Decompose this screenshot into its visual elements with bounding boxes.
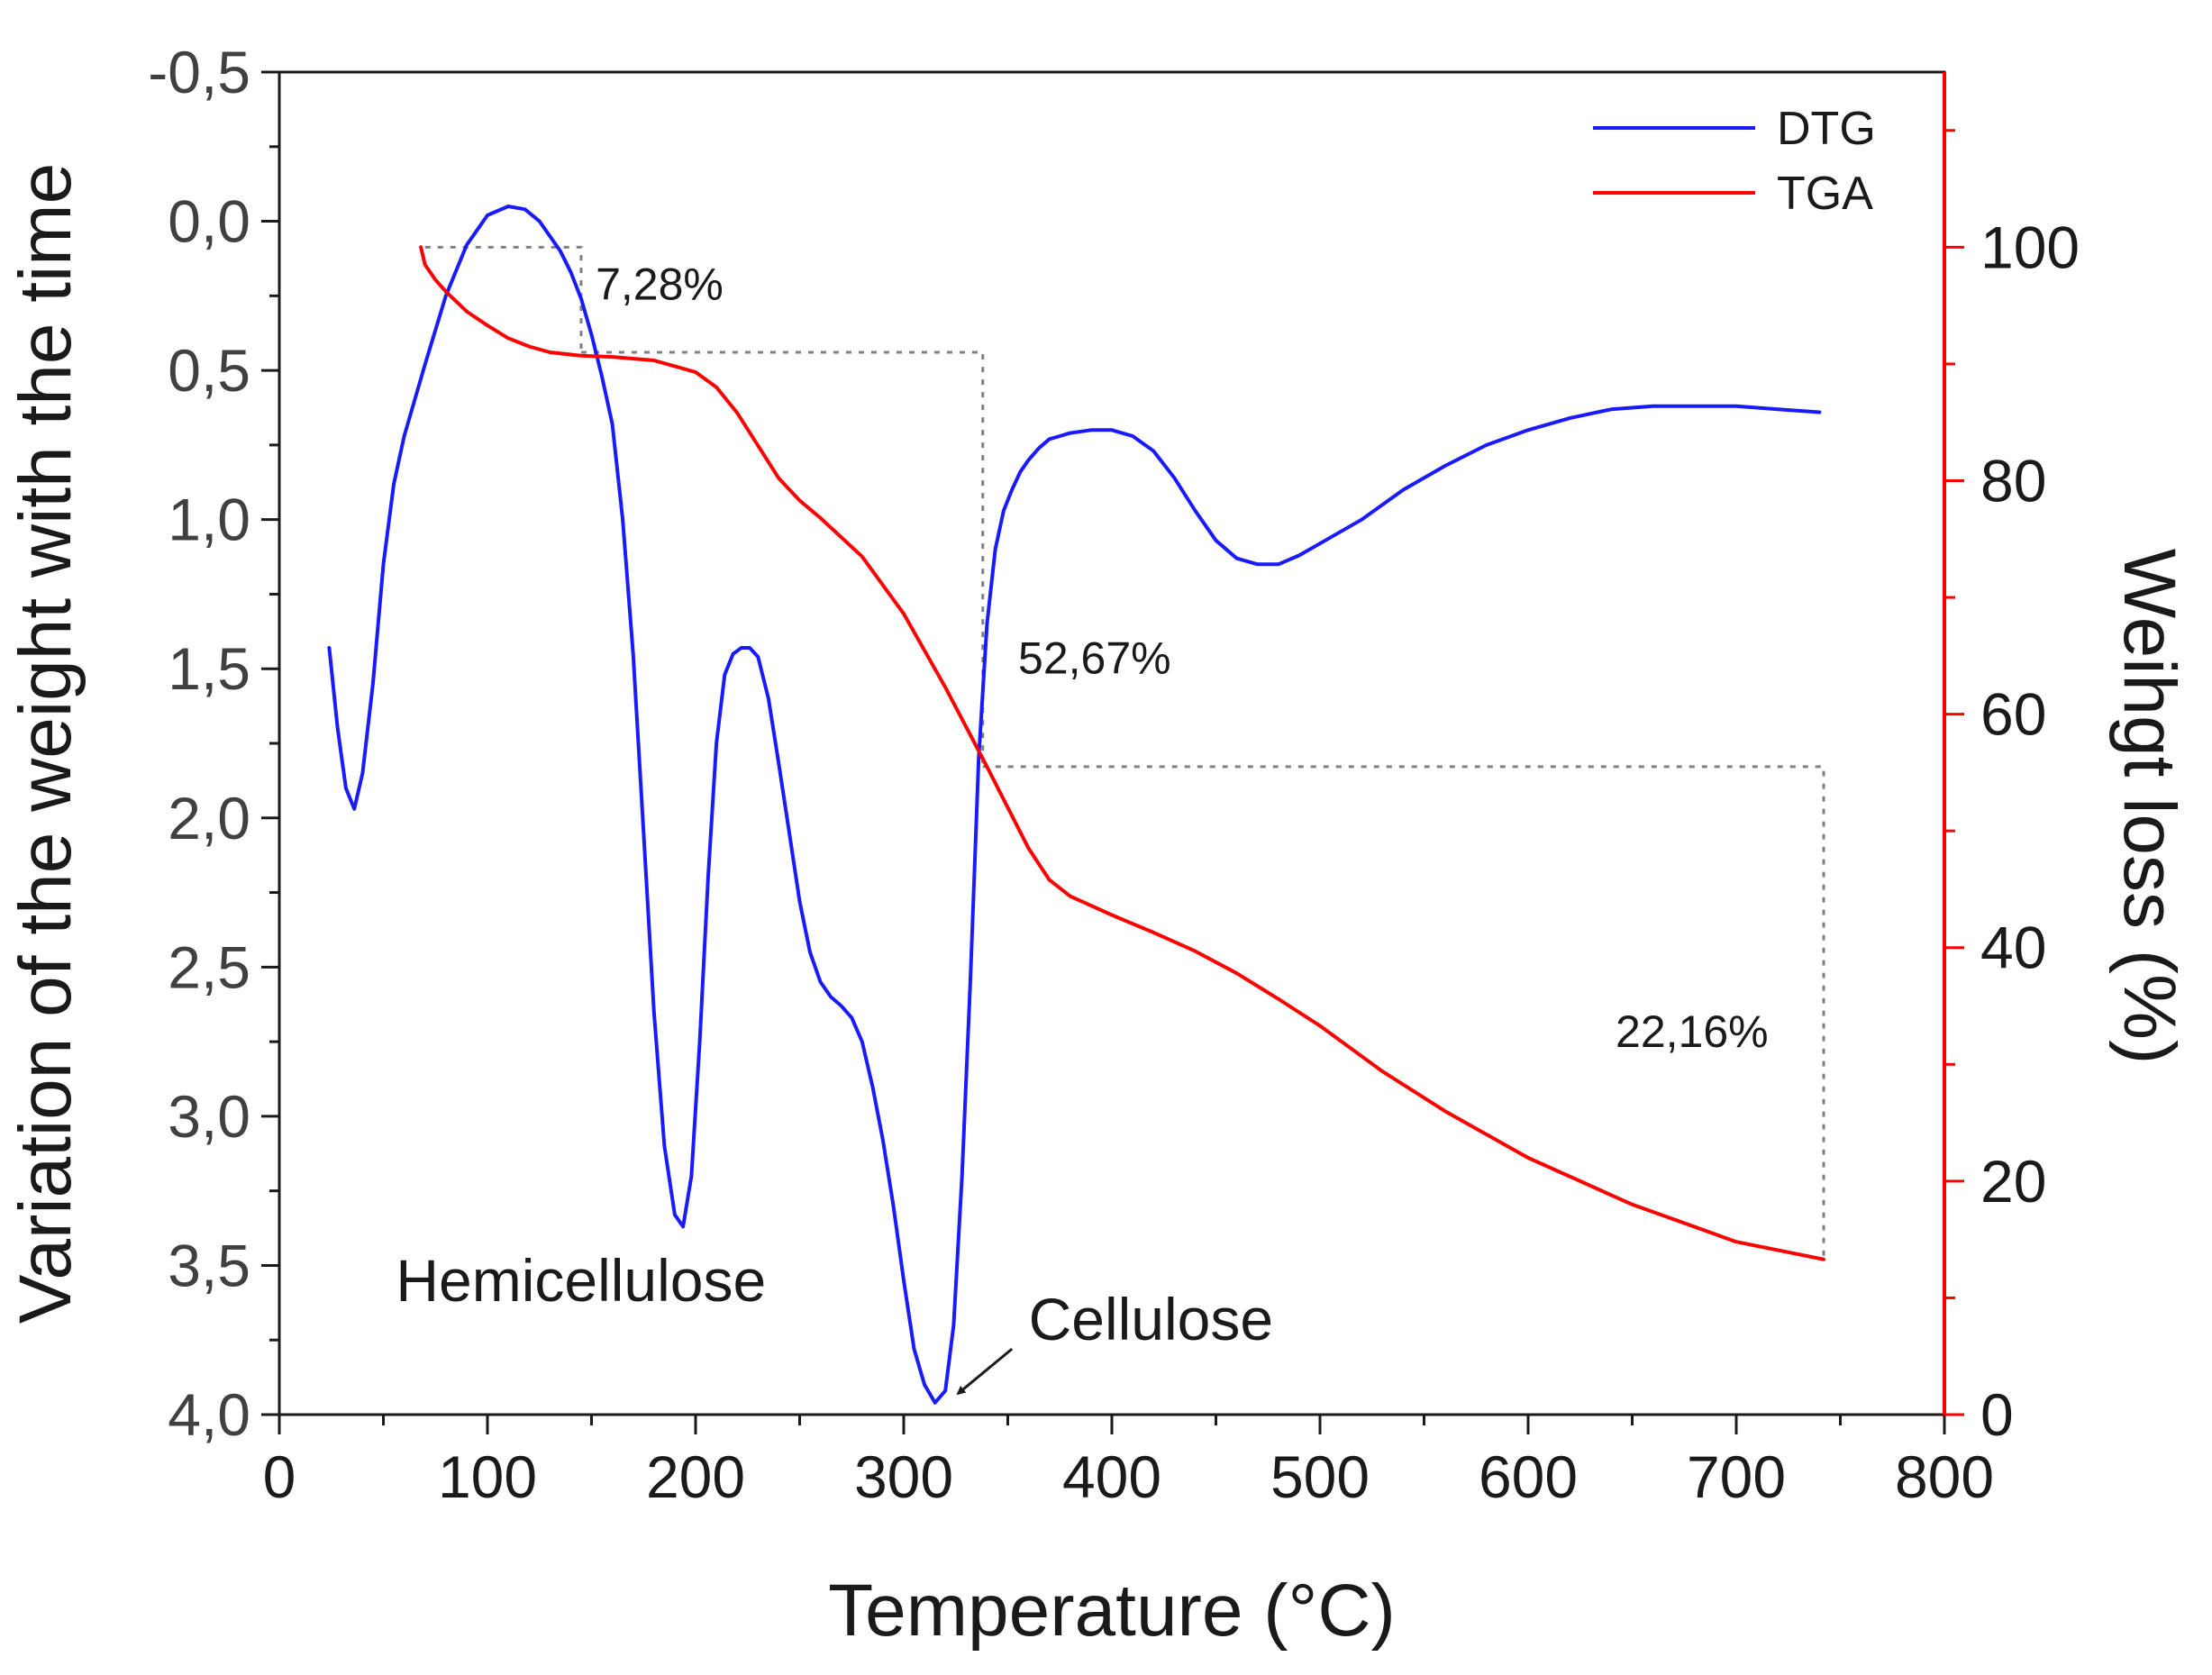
- y-left-tick-label: 2,0: [168, 785, 250, 851]
- annotation-label: 52,67%: [1018, 633, 1171, 683]
- y-right-tick-label: 0: [1980, 1381, 2014, 1448]
- y-left-tick-label: 0,0: [168, 188, 250, 255]
- legend-label-tga: TGA: [1777, 168, 1873, 220]
- x-tick-label: 100: [438, 1443, 537, 1510]
- y-left-tick-label: 1,0: [168, 487, 250, 553]
- y-right-tick-label: 40: [1980, 915, 2046, 981]
- y-left-tick-label: 3,5: [168, 1232, 250, 1298]
- x-tick-label: 400: [1062, 1443, 1161, 1510]
- x-tick-label: 0: [263, 1443, 296, 1510]
- x-tick-label: 600: [1479, 1443, 1578, 1510]
- series-line-dtg: [327, 205, 1822, 1405]
- annotation-label: Hemicellulose: [396, 1247, 766, 1314]
- y-right-tick-label: 80: [1980, 447, 2046, 514]
- y-right-axis-title: Weihgt loss (%): [2108, 549, 2190, 1065]
- series-line-tga: [419, 245, 1825, 1261]
- step-guide-line: [580, 350, 985, 767]
- y-left-axis-title: Variation of the weight with the time: [5, 163, 86, 1324]
- annotation-label: 22,16%: [1616, 1006, 1769, 1057]
- y-left-tick-label: 3,0: [168, 1083, 250, 1150]
- x-tick-label: 700: [1687, 1443, 1786, 1510]
- legend-label-dtg: DTG: [1777, 103, 1876, 155]
- y-right-tick-label: 20: [1980, 1148, 2046, 1215]
- x-tick-label: 200: [646, 1443, 745, 1510]
- y-left-tick-label: 0,5: [168, 337, 250, 404]
- x-tick-label: 500: [1270, 1443, 1370, 1510]
- cellulose-arrow: [956, 1347, 1014, 1396]
- y-left-tick-label: 4,0: [168, 1381, 250, 1448]
- x-axis-title: Temperature (°C): [828, 1570, 1396, 1652]
- plot-frame: [278, 70, 1946, 1416]
- annotation-label: 7,28%: [596, 259, 724, 310]
- y-left-tick-label: 2,5: [168, 933, 250, 1000]
- x-tick-label: 300: [854, 1443, 953, 1510]
- x-tick-label: 800: [1895, 1443, 1994, 1510]
- y-right-tick-label: 100: [1980, 214, 2080, 280]
- y-right-tick-label: 60: [1980, 681, 2046, 748]
- legend: DTG TGA: [1593, 103, 1876, 220]
- y-left-tick-label: -0,5: [148, 39, 250, 105]
- y-left-tick-label: 1,5: [168, 635, 250, 702]
- step-guide-line: [424, 245, 583, 352]
- annotation-label: Cellulose: [1029, 1286, 1273, 1352]
- step-guide-line: [982, 765, 1825, 1260]
